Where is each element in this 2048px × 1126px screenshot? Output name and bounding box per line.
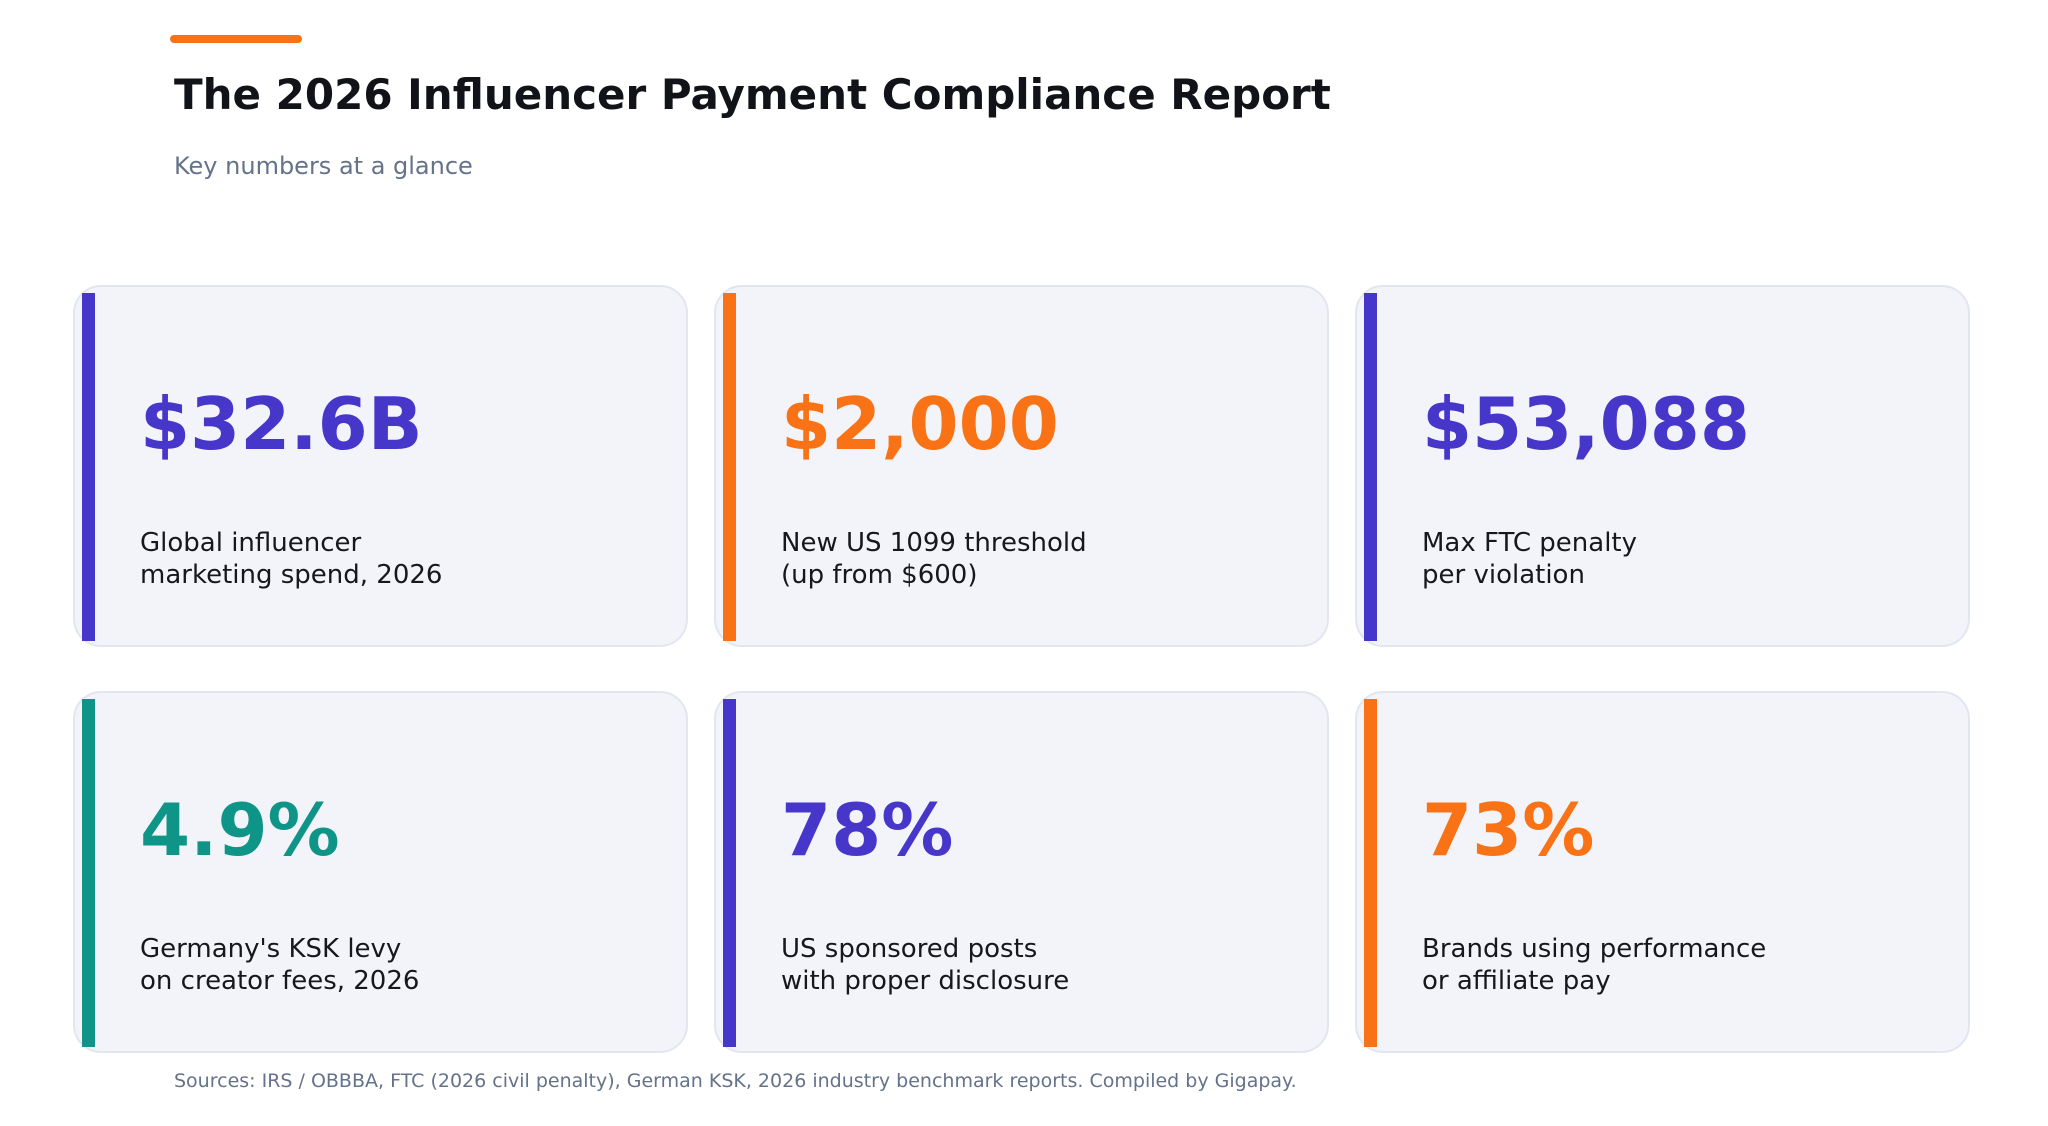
label-line: Germany's KSK levy [140, 934, 402, 964]
label-line: Global influencer [140, 528, 362, 558]
label-line: per violation [1422, 560, 1585, 590]
label-line: on creator fees, 2026 [140, 966, 420, 996]
accent-line [170, 35, 302, 43]
stat-label: Max FTC penalty per violation [1422, 527, 1637, 591]
accent-bar [723, 699, 736, 1047]
accent-bar [82, 699, 95, 1047]
stat-value: 4.9% [140, 788, 340, 872]
stat-value: 78% [781, 788, 954, 872]
stat-label: US sponsored posts with proper disclosure [781, 933, 1069, 997]
label-line: (up from $600) [781, 560, 978, 590]
label-line: marketing spend, 2026 [140, 560, 443, 590]
stat-label: New US 1099 threshold (up from $600) [781, 527, 1087, 591]
accent-bar [82, 293, 95, 641]
label-line: New US 1099 threshold [781, 528, 1087, 558]
stat-card: 73% Brands using performance or affiliate … [1355, 691, 1970, 1053]
accent-bar [1364, 293, 1377, 641]
stat-value: $2,000 [781, 382, 1059, 466]
stat-card: $32.6B Global influencer marketing spend, … [73, 285, 688, 647]
stat-value: 73% [1422, 788, 1595, 872]
label-line: US sponsored posts [781, 934, 1038, 964]
accent-bar [723, 293, 736, 641]
label-line: with proper disclosure [781, 966, 1070, 996]
label-line: or affiliate pay [1422, 966, 1611, 996]
label-line: Brands using performance [1422, 934, 1767, 964]
title: The 2026 Influencer Payment Compliance R… [174, 70, 1331, 119]
stat-card: 78% US sponsored posts with proper disclos… [714, 691, 1329, 1053]
stat-label: Brands using performance or affiliate pay [1422, 933, 1766, 997]
label-line: Max FTC penalty [1422, 528, 1638, 558]
sources: Sources: IRS / OBBBA, FTC (2026 civil pe… [174, 1070, 1297, 1092]
stat-label: Global influencer marketing spend, 2026 [140, 527, 442, 591]
subtitle: Key numbers at a glance [174, 152, 473, 180]
stat-card: $53,088 Max FTC penalty per violation [1355, 285, 1970, 647]
stat-card: 4.9% Germany's KSK levy on creator fees, 2… [73, 691, 688, 1053]
accent-bar [1364, 699, 1377, 1047]
stat-card: $2,000 New US 1099 threshold (up from $600… [714, 285, 1329, 647]
stat-value: $32.6B [140, 382, 423, 466]
stat-value: $53,088 [1422, 382, 1750, 466]
stat-label: Germany's KSK levy on creator fees, 2026 [140, 933, 419, 997]
